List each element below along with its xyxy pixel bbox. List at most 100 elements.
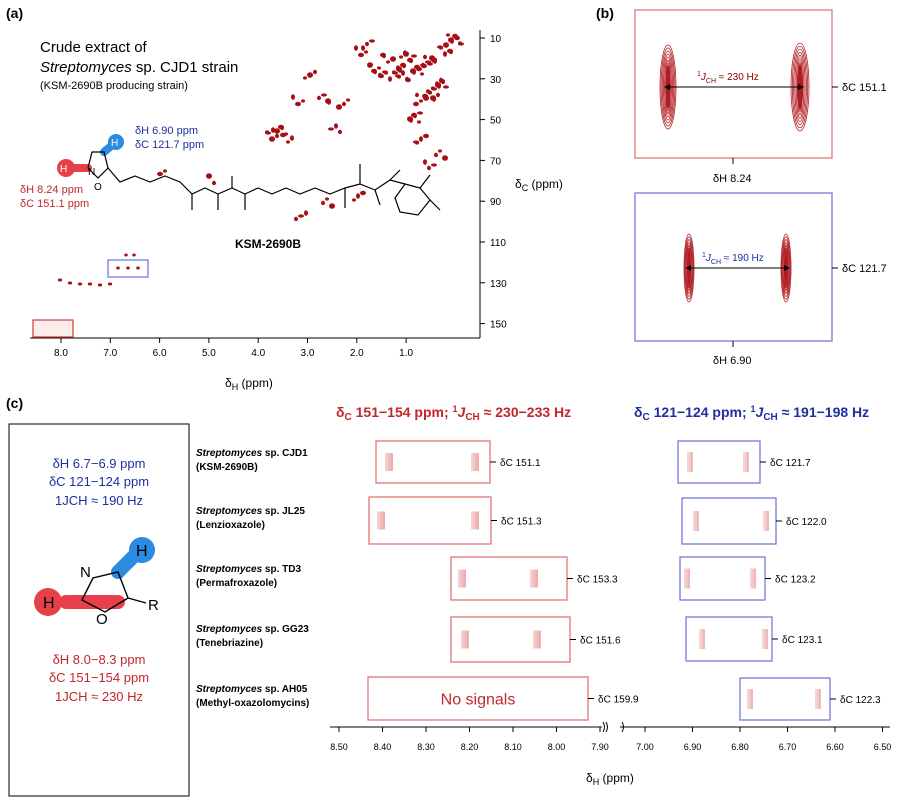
hsqc-peak (458, 41, 462, 45)
hsqc-peak (426, 89, 430, 93)
header-blue: δC 121−124 ppm; 1JCH ≈ 191−198 Hz (634, 404, 869, 423)
x-tick-label: 5.0 (202, 348, 216, 359)
hsqc-peak (405, 76, 409, 82)
compound-name: (Tenebriazine) (196, 638, 263, 649)
hsqc-peak (427, 165, 431, 171)
bottom-dc-label: δC 121.7 (842, 263, 887, 275)
h5-highlight-dot (108, 134, 124, 150)
hsqc-peak (378, 72, 382, 78)
hsqc-peak (417, 120, 421, 124)
hsqc-peak (290, 135, 294, 141)
hsqc-peak (107, 282, 113, 286)
hsqc-peak (443, 85, 449, 89)
hsqc-peak (136, 266, 140, 270)
hsqc-peak (443, 42, 449, 48)
panel-c: (c) δH 6.7−6.9 ppm δC 121−124 ppm 1JCH ≈… (6, 395, 891, 797)
c-tick-label: 8.50 (330, 742, 348, 752)
x-tick-label: 4.0 (251, 348, 265, 359)
hsqc-peak (377, 66, 381, 70)
panel-c-label: (c) (6, 395, 23, 411)
hsqc-peak (334, 123, 338, 129)
hsqc-peak (423, 133, 429, 139)
bottom-dh-label: δH 6.90 (713, 355, 752, 367)
y-tick-label: 110 (490, 238, 506, 249)
axis-break-left (602, 721, 608, 733)
strain-rows: Streptomyces sp. CJD1 (KSM-2690B) δC 151.1… (196, 440, 881, 721)
bottom-j-label: 1JCH ≈ 190 Hz (702, 252, 764, 266)
hsqc-peak (417, 111, 423, 115)
compound-name: (KSM-2690B) (196, 462, 258, 473)
compound-name: (Lenzioxazole) (196, 520, 265, 531)
hsqc-peak (265, 130, 269, 134)
c-tick-label: 6.70 (779, 742, 797, 752)
blue-dc-label: δC 122.0 (786, 517, 827, 528)
hsqc-peak (321, 200, 325, 206)
hsqc-peak (286, 140, 290, 144)
compound-name: (Permafroxazole) (196, 578, 277, 589)
c-axis-ticks: 8.50 8.40 8.30 8.20 8.10 8.00 7.90 7.00 6.90 6.80… (330, 727, 891, 752)
hsqc-peak (354, 45, 358, 51)
no-signals-label: No signals (441, 692, 516, 709)
hsqc-peak (57, 278, 63, 282)
red-window (450, 616, 571, 663)
strain-name: Streptomyces sp. JL25 (196, 506, 305, 517)
red-window (375, 440, 491, 484)
h5-atom: H (111, 138, 118, 149)
box-h5-line2: δC 121−124 ppm (49, 474, 149, 489)
hsqc-peak (400, 62, 406, 68)
hsqc-peak (430, 95, 436, 101)
hsqc-peak (278, 124, 284, 130)
strain-row: Streptomyces sp. AH05 (Methyl-oxazolomyci… (196, 676, 881, 721)
blue-dc-label: δC 122.3 (840, 695, 881, 706)
compound-name: (Methyl-oxazolomycins) (196, 698, 309, 709)
hsqc-peak (336, 104, 342, 110)
y-tick-label: 130 (490, 279, 507, 290)
hsqc-peak (313, 69, 317, 75)
strain-name: Streptomyces sp. AH05 (196, 684, 308, 695)
red-dc-label: δC 151.3 (501, 517, 542, 528)
y-tick-label: 30 (490, 75, 502, 86)
strain-row: Streptomyces sp. JL25 (Lenzioxazole) δC 15… (196, 496, 827, 545)
hsqc-peak (163, 169, 167, 173)
hsqc-peak (452, 33, 458, 39)
h2-peak-highlight (32, 319, 74, 338)
hsqc-peak (67, 281, 73, 285)
hsqc-peak (325, 197, 329, 201)
hsqc-peak (206, 173, 212, 179)
hsqc-peak (380, 52, 386, 58)
ring-atom-o: O (94, 182, 102, 193)
panel-a-label: (a) (6, 5, 23, 21)
hsqc-peak (442, 155, 448, 161)
blue-dc-label: δC 123.1 (782, 635, 823, 646)
hsqc-peak (116, 266, 120, 270)
hsqc-peak (414, 64, 420, 70)
red-window (368, 496, 492, 545)
hsqc-peak (77, 282, 83, 286)
hsqc-peak (434, 152, 438, 158)
hsqc-peak (423, 159, 427, 165)
hsqc-peak (365, 41, 369, 47)
hsqc-peak (448, 37, 454, 43)
box-h5-line3: 1JCH ≈ 190 Hz (55, 493, 143, 508)
x-tick-label: 6.0 (153, 348, 167, 359)
hsqc-peak (321, 93, 327, 97)
c-axis-label: δH (ppm) (586, 771, 634, 787)
h2-label-h: δH 8.24 ppm (20, 184, 83, 196)
hsqc-peak (388, 76, 392, 82)
hsqc-peak (364, 50, 368, 54)
hsqc-peak (419, 136, 423, 142)
hsqc-peak (423, 54, 427, 60)
hsqc-peak (419, 99, 423, 103)
h5-label-c: δC 121.7 ppm (135, 139, 204, 151)
hsqc-peak (304, 210, 308, 216)
oxazole-h5-atom: H (136, 543, 148, 560)
c-tick-label: 7.90 (591, 742, 609, 752)
hsqc-peak (303, 76, 307, 80)
hsqc-peak (382, 70, 388, 74)
y-axis-label: δC (ppm) (515, 177, 563, 193)
hsqc-peak (435, 81, 439, 87)
hsqc-peak (275, 133, 279, 139)
hsqc-peak (317, 95, 321, 101)
hsqc-peak (420, 63, 426, 67)
